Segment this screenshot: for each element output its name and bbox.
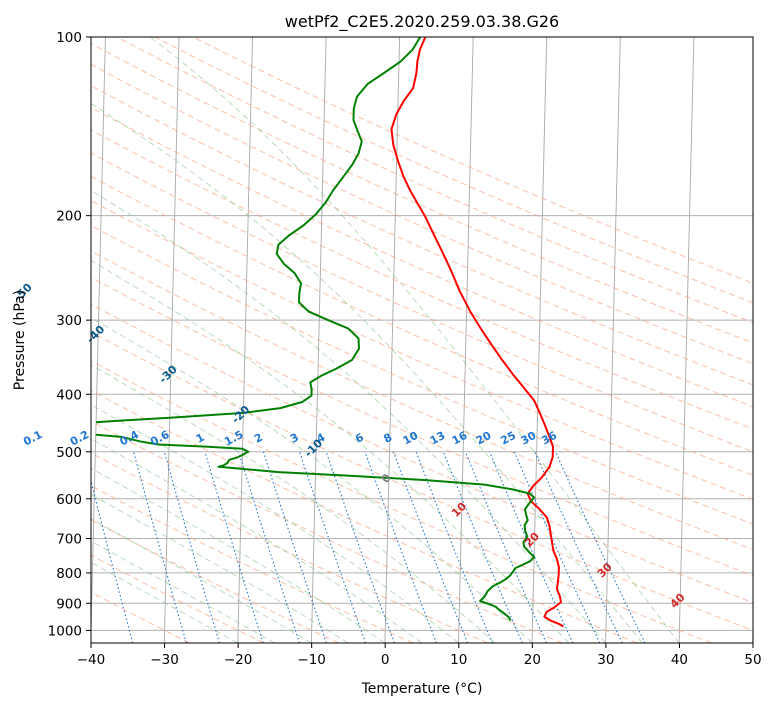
y-tick-label: 500 bbox=[56, 445, 82, 461]
y-tick-label: 800 bbox=[56, 566, 82, 582]
moist-adiabat-line bbox=[91, 561, 239, 643]
sounding-series-1 bbox=[96, 37, 422, 424]
y-tick-label: 600 bbox=[56, 492, 82, 508]
x-tick-label: 0 bbox=[381, 652, 390, 668]
isotherm-line bbox=[458, 37, 474, 643]
dry-adiabat-line bbox=[91, 200, 753, 500]
x-tick-label: 10 bbox=[450, 652, 467, 668]
isotherm-line bbox=[605, 37, 621, 643]
dry-adiabat-line bbox=[116, 37, 753, 324]
axis-layer: −40 −30 −20 −10 0 10 20 30 40 50 100 200 300 400 500 60… bbox=[48, 30, 762, 668]
mixing-ratio-line bbox=[325, 451, 395, 643]
y-axis-label: Pressure (hPa) bbox=[12, 290, 28, 390]
dry-adiabat-line bbox=[91, 554, 265, 643]
isotherm-line bbox=[163, 37, 180, 643]
x-tick-label: −20 bbox=[224, 652, 253, 668]
moist-adiabat-line bbox=[91, 540, 275, 643]
y-tick-label: 1000 bbox=[48, 623, 82, 639]
mixing-ratio-label: 10 bbox=[401, 429, 421, 448]
mixing-ratio-line bbox=[91, 478, 134, 643]
mixing-ratio-line bbox=[299, 451, 367, 643]
isotherm-line bbox=[384, 37, 401, 643]
moist-adiabat-line bbox=[150, 37, 680, 643]
y-tick-label: 300 bbox=[56, 313, 82, 329]
y-tick-label: 900 bbox=[56, 596, 82, 612]
moist-adiabat-line bbox=[91, 518, 312, 643]
moist-adiabat-line bbox=[91, 404, 459, 643]
sounding-series-0 bbox=[390, 37, 564, 628]
mixing-ratio-line bbox=[238, 451, 301, 643]
dry-adiabat-line bbox=[91, 224, 753, 525]
x-tick-label: −40 bbox=[77, 652, 106, 668]
x-tick-label: 50 bbox=[744, 652, 761, 668]
isotherm-line bbox=[531, 37, 548, 643]
x-tick-label: 20 bbox=[524, 652, 541, 668]
mixing-ratio-line bbox=[392, 451, 469, 643]
sounding-series-2 bbox=[95, 433, 536, 621]
chart-title: wetPf2_C2E5.2020.259.03.38.G26 bbox=[285, 12, 559, 32]
mixing-ratio-line bbox=[415, 451, 493, 643]
moist-adiabat-line bbox=[91, 364, 496, 643]
dry-adiabat-line bbox=[91, 420, 563, 643]
mixing-ratio-line bbox=[204, 451, 264, 643]
mixing-ratio-label: 20 bbox=[474, 429, 494, 448]
dry-adiabat-line bbox=[91, 452, 488, 643]
mixing-ratio-line bbox=[262, 451, 327, 643]
moist-adiabat-line bbox=[91, 189, 606, 643]
x-axis-label: Temperature (°C) bbox=[361, 681, 483, 697]
y-tick-label: 200 bbox=[56, 209, 82, 225]
dry-adiabat-line bbox=[91, 85, 753, 386]
x-tick-label: 30 bbox=[597, 652, 614, 668]
dry-adiabat-line bbox=[91, 485, 414, 643]
series-layer bbox=[95, 37, 564, 628]
mixing-ratio-label: 25 bbox=[498, 429, 518, 448]
isotherm-line bbox=[678, 37, 695, 643]
moist-adiabat-line bbox=[91, 467, 386, 643]
moist-adiabat-line bbox=[91, 317, 533, 643]
y-tick-label: 700 bbox=[56, 532, 82, 548]
mixing-ratio-line bbox=[442, 451, 523, 643]
mixing-ratio-label: 16 bbox=[450, 429, 470, 448]
dry-adiabat-line bbox=[91, 250, 753, 551]
dry-adiabat-line bbox=[91, 107, 753, 408]
isotherm-line bbox=[237, 37, 253, 643]
moist-adiabat-line bbox=[91, 259, 570, 643]
dry-adiabat-line bbox=[91, 42, 753, 344]
dry-adiabat-line bbox=[91, 276, 753, 577]
mixing-ratio-line bbox=[364, 451, 438, 643]
moist-adiabat-line bbox=[91, 102, 643, 643]
plot-frame bbox=[90, 36, 754, 644]
y-tick-label: 400 bbox=[56, 387, 82, 403]
dry-adiabat-line bbox=[91, 360, 712, 643]
mixing-ratio-label: 13 bbox=[428, 429, 448, 448]
x-tick-label: −10 bbox=[297, 652, 326, 668]
mixing-ratio-label: 30 bbox=[519, 429, 539, 448]
mixing-ratio-line bbox=[133, 451, 187, 643]
dry-adiabat-line bbox=[91, 591, 190, 643]
dry-adiabat-line bbox=[192, 37, 753, 284]
isotherm-line bbox=[91, 37, 106, 643]
dry-adiabat-line bbox=[91, 390, 638, 643]
mixing-ratio-line bbox=[163, 451, 221, 643]
mixing-ratio-label: 36 bbox=[539, 429, 559, 448]
moist-adiabat-line bbox=[91, 438, 422, 643]
dry-adiabat-line bbox=[91, 152, 753, 453]
x-tick-label: −30 bbox=[150, 652, 179, 668]
y-tick-label: 100 bbox=[56, 30, 82, 46]
mixing-ratio-line bbox=[464, 451, 547, 643]
x-tick-label: 40 bbox=[671, 652, 688, 668]
